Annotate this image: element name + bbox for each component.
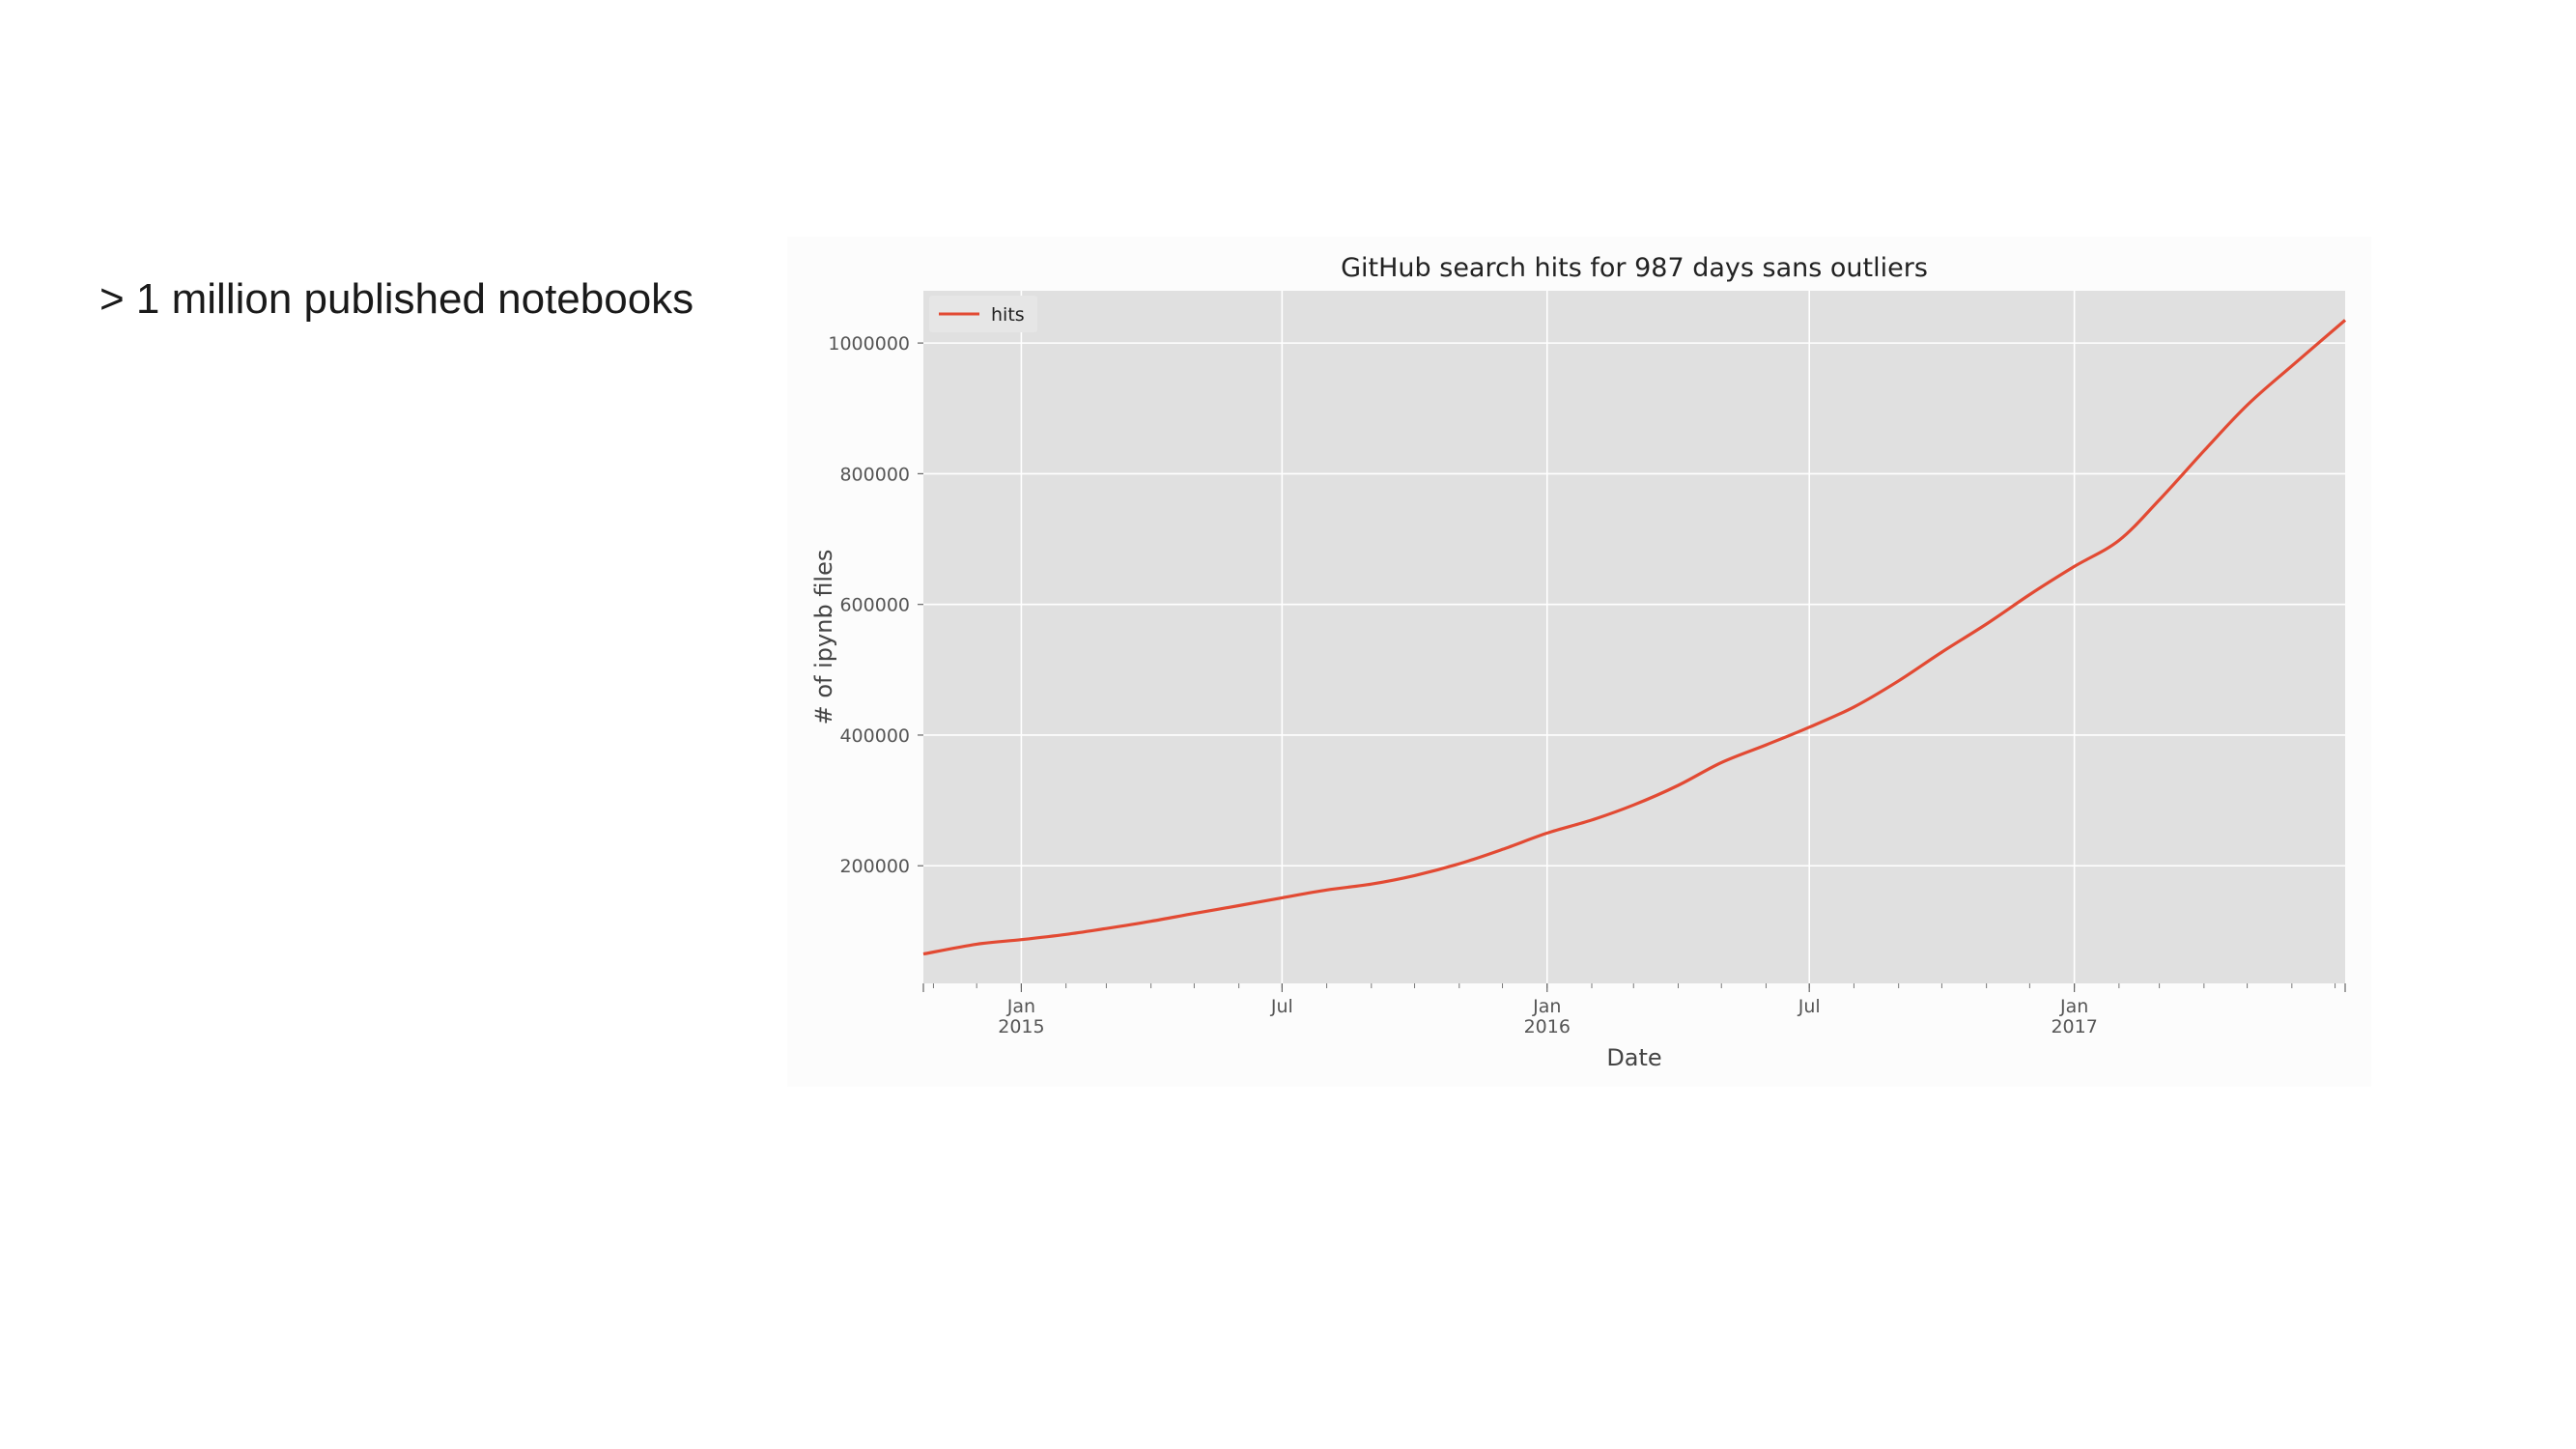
x-tick-sublabel: 2017	[2051, 1016, 2097, 1037]
x-tick-label: Jan	[1006, 996, 1035, 1017]
y-axis-title: # of ipynb files	[810, 550, 837, 725]
x-axis-title: Date	[1606, 1044, 1661, 1071]
x-tick-label: Jan	[2059, 996, 2088, 1017]
grid-lines	[923, 291, 2345, 983]
axes: 2000004000006000008000001000000Jan2015Ju…	[828, 333, 2346, 1037]
legend-box	[929, 296, 1037, 332]
series-layer	[922, 319, 2347, 956]
legend-label-hits: hits	[991, 304, 1025, 326]
x-tick-label: Jul	[1798, 996, 1821, 1017]
chart-svg: 2000004000006000008000001000000Jan2015Ju…	[810, 253, 2347, 1071]
x-tick-label: Jul	[1270, 996, 1293, 1017]
legend: hits	[929, 296, 1037, 332]
chart-title: GitHub search hits for 987 days sans out…	[1341, 253, 1928, 283]
y-tick-label: 200000	[839, 856, 910, 877]
y-tick-label: 1000000	[828, 333, 910, 355]
y-tick-label: 400000	[839, 725, 910, 747]
y-tick-label: 800000	[839, 464, 910, 485]
x-tick-label: Jan	[1532, 996, 1561, 1017]
plot-area	[923, 291, 2345, 983]
y-tick-label: 600000	[839, 595, 910, 616]
line-chart: 200000 400000 600000 800000 1000000 Jan 2015 Ju…	[787, 237, 2371, 1087]
x-tick-sublabel: 2016	[1524, 1016, 1571, 1037]
x-tick-sublabel: 2015	[998, 1016, 1044, 1037]
slide-heading: > 1 million published notebooks	[99, 275, 694, 323]
